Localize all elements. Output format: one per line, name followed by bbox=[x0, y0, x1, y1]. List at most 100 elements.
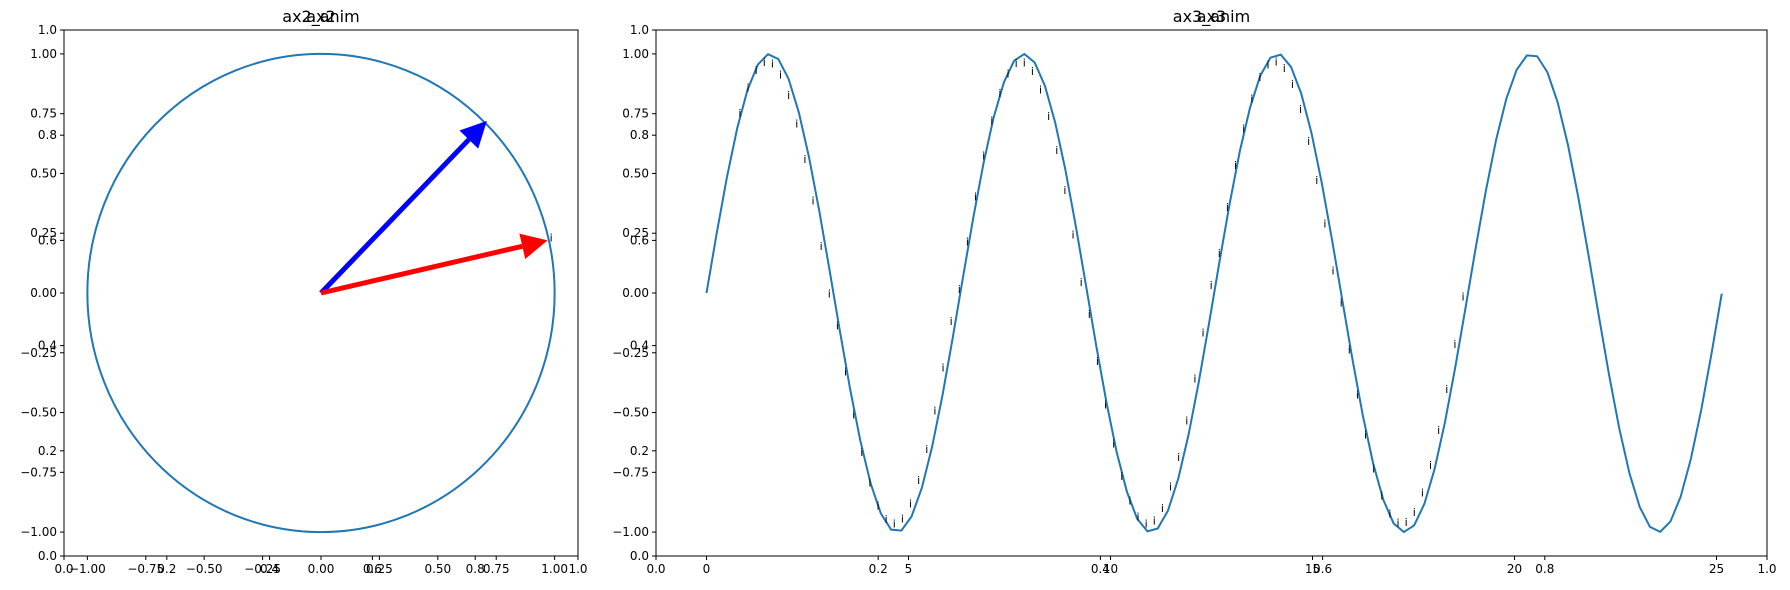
annotation-label: i bbox=[795, 117, 798, 130]
annotation-label: i bbox=[1031, 65, 1034, 78]
annotation-label: i bbox=[1128, 495, 1131, 508]
annotation-label: i bbox=[738, 107, 741, 120]
y-tick-label: 0.25 bbox=[30, 226, 57, 240]
annotation-label: i bbox=[941, 362, 944, 375]
annotation-label: i bbox=[1307, 135, 1310, 148]
annotation-label: i bbox=[1161, 502, 1164, 515]
annotation-label: i bbox=[1250, 93, 1253, 106]
annotation-label: i bbox=[1088, 308, 1091, 321]
axes-title: ax3 bbox=[1197, 7, 1226, 26]
annotation-label: i bbox=[803, 153, 806, 166]
unit-circle bbox=[86, 52, 556, 534]
annotation-label: i bbox=[836, 319, 839, 332]
annotation-label: i bbox=[1356, 388, 1359, 401]
overlay-y-tick-label: 0.0 bbox=[38, 549, 57, 563]
x-tick-label: −0.75 bbox=[127, 562, 164, 576]
y-tick-label: 0.25 bbox=[622, 226, 649, 240]
annotation-label: i bbox=[1006, 67, 1009, 80]
x-tick-label: 0.50 bbox=[424, 562, 451, 576]
y-tick-label: 0.50 bbox=[622, 166, 649, 180]
annotation-label: i bbox=[1396, 517, 1399, 530]
annotation-label: i bbox=[901, 512, 904, 525]
annotation-label: i bbox=[1299, 103, 1302, 116]
overlay-x-tick-label: 0.6 bbox=[1313, 562, 1332, 576]
x-tick-label: 20 bbox=[1507, 562, 1522, 576]
x-tick-label: 0 bbox=[703, 562, 711, 576]
y-tick-label: −0.75 bbox=[612, 465, 649, 479]
y-tick-label: −0.50 bbox=[20, 406, 57, 420]
annotation-label: i bbox=[1145, 517, 1148, 530]
annotation-label: i bbox=[974, 191, 977, 204]
annotation-label: i bbox=[1185, 414, 1188, 427]
annotation-label: i bbox=[1283, 62, 1286, 75]
overlay-y-tick-label: 0.4 bbox=[630, 339, 649, 353]
overlay-x-tick-label: 0.2 bbox=[869, 562, 888, 576]
x-tick-label: 0.25 bbox=[366, 562, 393, 576]
annotation-label: i bbox=[1218, 247, 1221, 260]
arrow-shaft bbox=[320, 243, 523, 296]
x-tick-label: 25 bbox=[1709, 562, 1724, 576]
annotation-label: i bbox=[1323, 218, 1326, 231]
annotation-label: i bbox=[1226, 201, 1229, 214]
overlay-y-tick-label: 0.2 bbox=[38, 444, 57, 458]
annotation-label: i bbox=[852, 408, 855, 421]
annotation-label: i bbox=[917, 474, 920, 487]
annotation-label: i bbox=[820, 240, 823, 253]
x-tick-label: −1.00 bbox=[69, 562, 106, 576]
annotation-label: i bbox=[885, 513, 888, 526]
annotation-label: i bbox=[1315, 174, 1318, 187]
overlay-x-tick-label: 0.0 bbox=[646, 562, 665, 576]
annotation-label: i bbox=[779, 69, 782, 82]
annotation-label: i bbox=[1177, 451, 1180, 464]
overlay-x-tick-label: 0.4 bbox=[260, 562, 279, 576]
x-tick-label: −0.50 bbox=[186, 562, 223, 576]
annotation-label: i bbox=[1201, 327, 1204, 340]
y-tick-label: 1.00 bbox=[622, 47, 649, 61]
arrow-head bbox=[459, 120, 487, 149]
annotation-label: i bbox=[1372, 463, 1375, 476]
y-tick-label: 1.00 bbox=[30, 47, 57, 61]
annotation-label: i bbox=[1169, 481, 1172, 494]
annotation-label: i bbox=[1429, 459, 1432, 472]
annotation-label: i bbox=[1266, 59, 1269, 72]
axes-title: ax2_anim bbox=[282, 7, 359, 27]
annotation-label: i bbox=[844, 366, 847, 379]
overlay-x-tick-label: 0.6 bbox=[363, 562, 382, 576]
x-tick-label: 1.00 bbox=[541, 562, 568, 576]
annotation-label: i bbox=[1388, 508, 1391, 521]
annotation-label: i bbox=[1258, 71, 1261, 84]
overlay-y-tick-label: 0.0 bbox=[630, 549, 649, 563]
annotation-label: i bbox=[868, 477, 871, 490]
overlay-x-tick-label: 0.8 bbox=[466, 562, 485, 576]
annotation-label: i bbox=[1047, 110, 1050, 123]
annotation-label: i bbox=[950, 315, 953, 328]
x-tick-label: −0.25 bbox=[244, 562, 281, 576]
annotation-label: i bbox=[755, 64, 758, 77]
y-tick-label: −0.25 bbox=[612, 346, 649, 360]
annotation-label: i bbox=[1071, 229, 1074, 242]
annotation-label: i bbox=[1413, 506, 1416, 519]
annotation-label: i bbox=[958, 283, 961, 296]
annotation-label: i bbox=[1437, 424, 1440, 437]
overlay-y-tick-label: 0.8 bbox=[38, 128, 57, 142]
annotation-label: i bbox=[1120, 470, 1123, 483]
y-tick-label: −0.25 bbox=[20, 346, 57, 360]
annotation-label: i bbox=[876, 499, 879, 512]
annotation-label: i bbox=[1275, 56, 1278, 69]
y-tick-label: 0.50 bbox=[30, 166, 57, 180]
y-tick-label: 0.00 bbox=[30, 286, 57, 300]
x-tick-label: 15 bbox=[1305, 562, 1320, 576]
annotation-label: i bbox=[1136, 511, 1139, 524]
annotation-label: i bbox=[1210, 279, 1213, 292]
annotation-label: i bbox=[1063, 184, 1066, 197]
overlay-x-tick-label: 0.2 bbox=[157, 562, 176, 576]
x-tick-label: 0.00 bbox=[308, 562, 335, 576]
annotation-label: i bbox=[893, 518, 896, 531]
annotation-label: i bbox=[1234, 159, 1237, 172]
annotation-label: i bbox=[1039, 83, 1042, 96]
annotation-label: i bbox=[1023, 56, 1026, 69]
annotation-label: i bbox=[746, 81, 749, 94]
overlay-y-tick-label: 1.0 bbox=[630, 23, 649, 37]
